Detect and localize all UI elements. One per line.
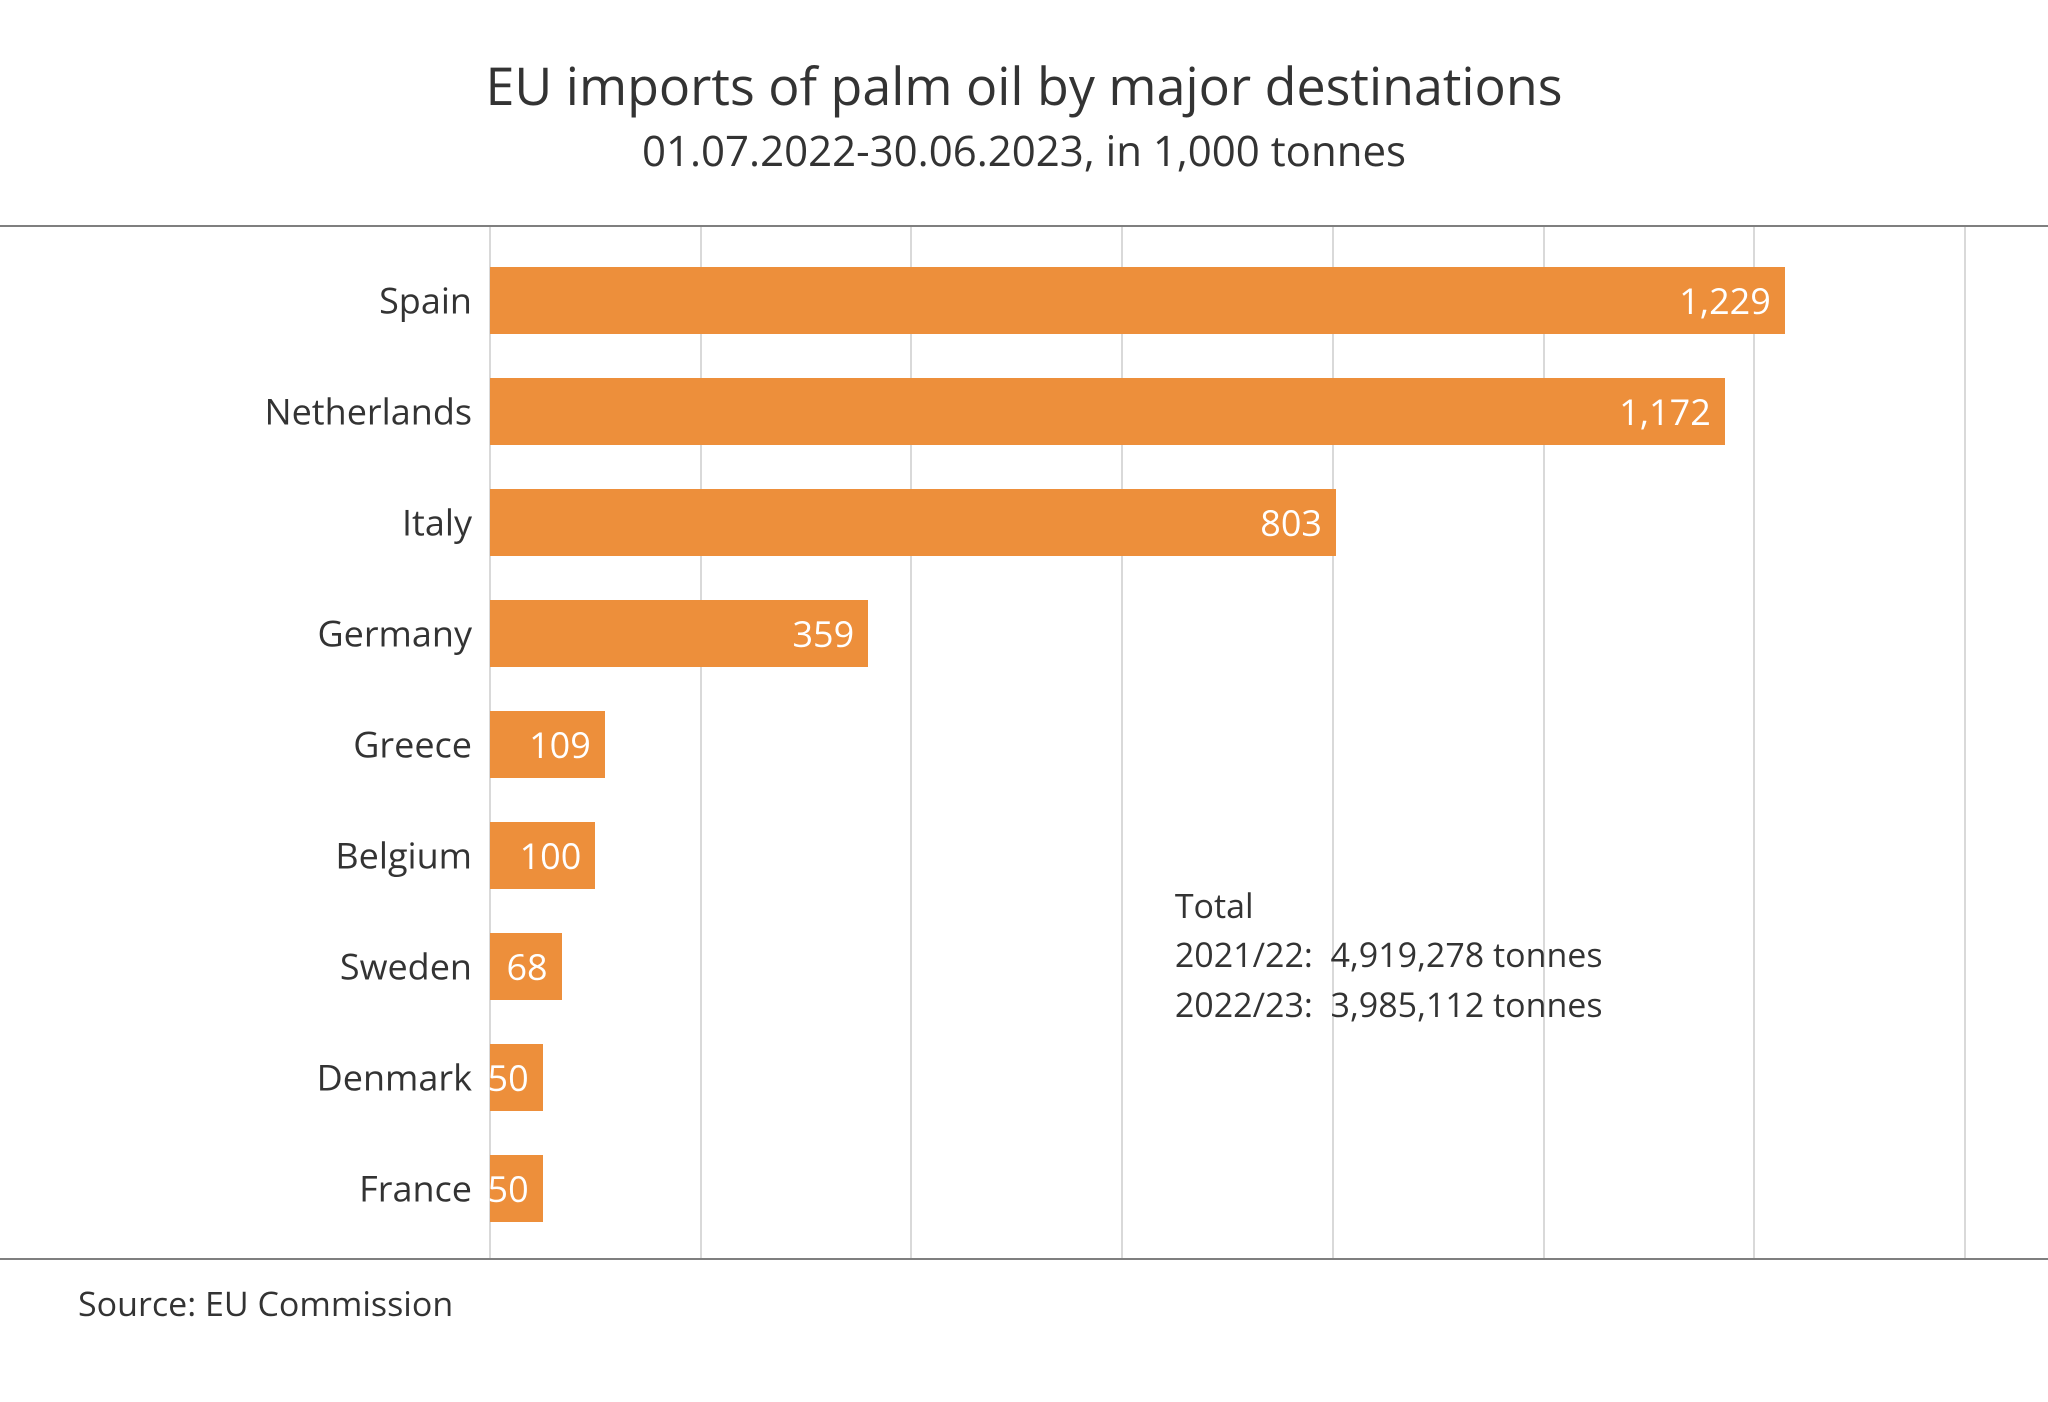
bar: 100	[490, 822, 595, 889]
bar-value-label: 109	[529, 720, 591, 769]
category-label: Italy	[402, 498, 490, 547]
bar: 803	[490, 489, 1336, 556]
source-text: Source: EU Commission	[78, 1280, 453, 1326]
bar-value-label: 359	[792, 609, 854, 658]
bar-value-label: 1,229	[1679, 276, 1771, 325]
bar: 1,172	[490, 378, 1725, 445]
bar-value-label: 50	[488, 1053, 529, 1102]
chart-subtitle: 01.07.2022-30.06.2023, in 1,000 tonnes	[0, 122, 2048, 179]
bar-row: Germany 359	[0, 600, 2048, 667]
annotation-line: 2021/22: 4,919,278 tonnes	[1175, 930, 1603, 979]
bar-row: France50	[0, 1155, 2048, 1222]
category-label: Netherlands	[264, 387, 490, 436]
category-label: Germany	[317, 609, 490, 658]
annotation-line: Total	[1175, 881, 1603, 930]
annotation-line: 2022/23: 3,985,112 tonnes	[1175, 980, 1603, 1029]
bar-row: Belgium 100	[0, 822, 2048, 889]
category-label: Spain	[379, 276, 490, 325]
category-label: France	[359, 1164, 490, 1213]
category-label: Denmark	[317, 1053, 490, 1102]
chart-title: EU imports of palm oil by major destinat…	[0, 50, 2048, 121]
category-label: Greece	[353, 720, 490, 769]
chart-container: EU imports of palm oil by major destinat…	[0, 0, 2048, 1402]
bar-row: Denmark50	[0, 1044, 2048, 1111]
bar-value-label: 50	[488, 1164, 529, 1213]
category-label: Belgium	[335, 831, 490, 880]
bar: 359	[490, 600, 868, 667]
plot-area: Spain 1,229 Netherlands 1,172 Italy 803 German…	[0, 225, 2048, 1260]
bar-row: Italy 803	[0, 489, 2048, 556]
bar-value-label: 1,172	[1619, 387, 1711, 436]
totals-annotation: Total2021/22: 4,919,278 tonnes2022/23: 3…	[1175, 881, 1603, 1029]
bar-row: Sweden 68	[0, 933, 2048, 1000]
bar-row: Spain 1,229	[0, 267, 2048, 334]
bar: 50	[490, 1155, 543, 1222]
bar-row: Netherlands 1,172	[0, 378, 2048, 445]
category-label: Sweden	[340, 942, 490, 991]
bar-value-label: 100	[520, 831, 582, 880]
bar-value-label: 803	[1260, 498, 1322, 547]
bar: 50	[490, 1044, 543, 1111]
bar-row: Greece 109	[0, 711, 2048, 778]
bar: 1,229	[490, 267, 1785, 334]
bar: 109	[490, 711, 605, 778]
bar: 68	[490, 933, 562, 1000]
bar-value-label: 68	[506, 942, 547, 991]
